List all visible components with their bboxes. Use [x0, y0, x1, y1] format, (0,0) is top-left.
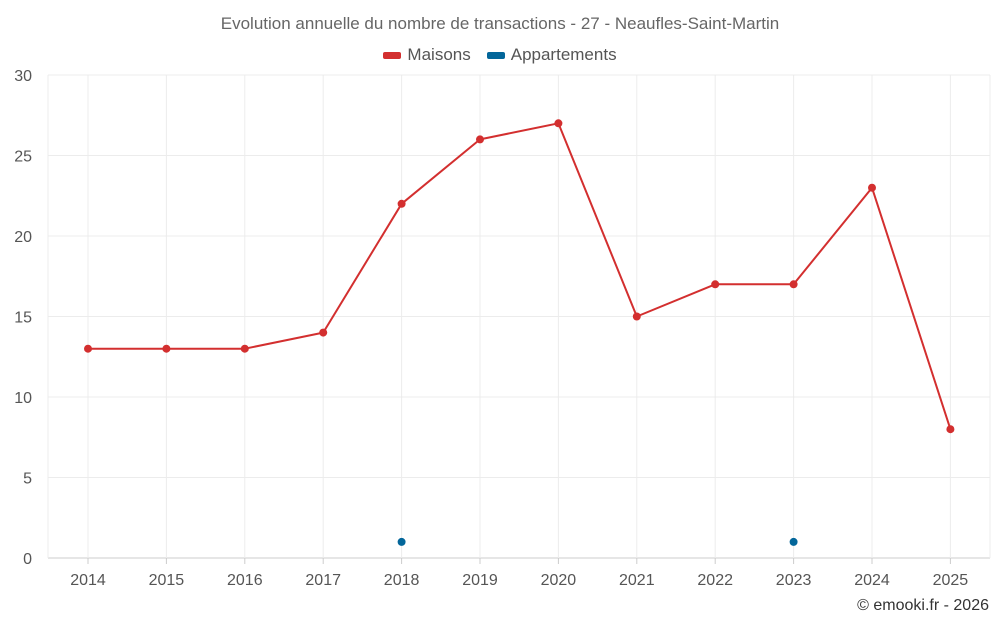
legend-swatch-maisons: [383, 51, 402, 59]
data-point-maisons: [162, 344, 171, 353]
x-tick-label: 2022: [697, 572, 733, 589]
data-point-maisons: [554, 119, 563, 128]
data-point-maisons: [84, 344, 92, 353]
copyright-footer: © emooki.fr - 2026: [857, 597, 989, 614]
series: [84, 119, 955, 546]
y-tick-label: 30: [14, 68, 32, 85]
y-tick-label: 15: [14, 310, 32, 327]
data-point-maisons: [946, 425, 955, 434]
x-tick-label: 2017: [305, 572, 341, 589]
x-tick-label: 2016: [227, 572, 263, 589]
data-point-maisons: [632, 312, 641, 321]
data-point-maisons: [711, 280, 720, 289]
y-tick-label: 10: [14, 390, 32, 407]
x-tick-label: 2025: [933, 572, 969, 589]
x-tick-label: 2015: [149, 572, 185, 589]
legend: Maisons Appartements: [0, 45, 1000, 65]
x-tick-label: 2024: [854, 572, 890, 589]
grid: [47, 74, 991, 559]
x-tick-label: 2020: [541, 572, 577, 589]
legend-swatch-appartements: [486, 51, 505, 59]
x-tick-label: 2018: [384, 572, 420, 589]
legend-item-maisons[interactable]: Maisons: [383, 45, 471, 65]
y-tick-label: 25: [14, 149, 32, 166]
data-point-appartements: [397, 537, 406, 546]
x-tick-label: 2014: [70, 572, 106, 589]
chart-title: Evolution annuelle du nombre de transact…: [220, 14, 780, 33]
series-line-maisons: [88, 122, 952, 430]
legend-item-appartements[interactable]: Appartements: [486, 45, 617, 65]
y-tick-label: 5: [23, 471, 32, 488]
x-tick-label: 2019: [462, 572, 498, 589]
data-point-appartements: [789, 537, 798, 546]
y-tick-label: 20: [14, 229, 32, 246]
y-tick-label: 0: [23, 551, 32, 568]
data-point-maisons: [397, 199, 406, 208]
legend-label-appartements: Appartements: [510, 45, 617, 64]
x-tick-label: 2021: [619, 572, 655, 589]
data-point-maisons: [789, 280, 798, 289]
data-point-maisons: [240, 344, 249, 353]
legend-label-maisons: Maisons: [407, 45, 471, 64]
data-point-maisons: [319, 328, 328, 337]
x-tick-label: 2023: [776, 572, 812, 589]
data-point-maisons: [476, 135, 484, 144]
data-point-maisons: [868, 183, 876, 192]
